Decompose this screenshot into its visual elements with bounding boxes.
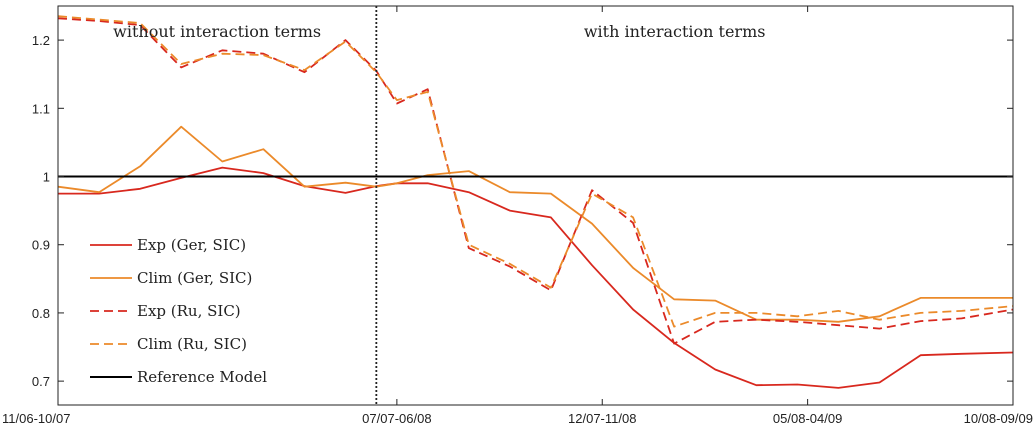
y-tick-label: 0.7 bbox=[32, 374, 50, 389]
section-label-without-interaction: without interaction terms bbox=[113, 22, 321, 41]
plot-frame bbox=[57, 5, 1014, 406]
y-tick-label: 0.8 bbox=[32, 306, 50, 321]
legend: Exp (Ger, SIC) Clim (Ger, SIC) Exp (Ru, SI… bbox=[90, 236, 267, 386]
y-tick-label: 0.9 bbox=[32, 238, 50, 253]
legend-label: Exp (Ru, SIC) bbox=[137, 302, 241, 320]
x-tick-label: 11/06-10/07 bbox=[2, 411, 70, 426]
series-line-1 bbox=[57, 125, 1013, 323]
y-tick-label: 1.2 bbox=[32, 33, 50, 48]
tick-layer: 0.7 0.8 0.9 1 1.1 1.2 11/06-10/07 07/07-06/08 12… bbox=[2, 6, 1033, 426]
y-tick-label: 1.1 bbox=[32, 101, 50, 116]
legend-label: Clim (Ru, SIC) bbox=[137, 335, 247, 353]
legend-label: Clim (Ger, SIC) bbox=[137, 269, 252, 287]
series-line-2 bbox=[57, 17, 1014, 345]
legend-label: Reference Model bbox=[137, 368, 267, 386]
series-layer bbox=[57, 15, 1014, 389]
x-tick-label: 10/08-09/09 bbox=[964, 411, 1033, 426]
series-line-3 bbox=[57, 15, 1014, 328]
series-line-0 bbox=[58, 166, 1014, 389]
x-tick-label: 05/08-04/09 bbox=[773, 411, 842, 426]
legend-label: Exp (Ger, SIC) bbox=[137, 236, 246, 254]
x-tick-label: 12/07-11/08 bbox=[568, 411, 636, 426]
x-tick-label: 07/07-06/08 bbox=[362, 411, 431, 426]
section-label-with-interaction: with interaction terms bbox=[584, 22, 766, 41]
y-tick-label: 1 bbox=[43, 170, 50, 185]
